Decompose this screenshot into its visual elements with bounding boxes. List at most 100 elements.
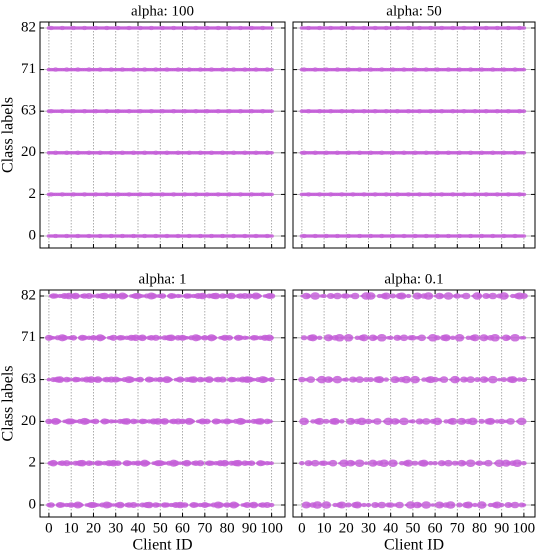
- point: [372, 335, 378, 340]
- point: [387, 335, 394, 340]
- x-tick-label: 20: [339, 520, 354, 536]
- point: [88, 461, 95, 466]
- point: [394, 419, 401, 424]
- point: [148, 377, 155, 383]
- x-tick-label: 40: [383, 520, 398, 536]
- point: [512, 459, 523, 467]
- point: [170, 293, 177, 299]
- point: [99, 335, 106, 341]
- point: [438, 293, 445, 299]
- point: [149, 293, 158, 299]
- point: [337, 501, 347, 509]
- point: [454, 334, 465, 342]
- point: [423, 461, 429, 465]
- point: [512, 377, 518, 382]
- point: [445, 501, 456, 509]
- point: [118, 461, 122, 465]
- point: [202, 294, 208, 298]
- point: [482, 503, 486, 507]
- point: [230, 377, 238, 383]
- x-tick-label: 30: [361, 520, 376, 536]
- point: [151, 334, 160, 341]
- point: [259, 460, 266, 466]
- point: [521, 192, 527, 197]
- point: [169, 378, 174, 381]
- point: [247, 460, 256, 466]
- axes-frame: [39, 21, 286, 249]
- point: [253, 503, 259, 507]
- point: [499, 292, 509, 300]
- point: [399, 334, 409, 342]
- y-axis-label: Class labels: [0, 366, 17, 442]
- axes-frame: [292, 21, 536, 249]
- point: [269, 461, 274, 465]
- point: [192, 420, 196, 423]
- point: [147, 461, 151, 465]
- point: [421, 501, 432, 509]
- point: [460, 336, 464, 340]
- point: [355, 376, 364, 383]
- point: [199, 377, 206, 382]
- axes-frame: [292, 289, 536, 518]
- point: [132, 419, 139, 424]
- x-tick-label: 10: [317, 520, 332, 536]
- point: [405, 501, 416, 509]
- point: [417, 334, 427, 342]
- y-axis-label: Class labels: [0, 97, 17, 173]
- point: [497, 377, 502, 382]
- point: [172, 460, 180, 466]
- point: [439, 376, 449, 383]
- point: [521, 26, 527, 30]
- point: [339, 419, 345, 424]
- point: [194, 335, 202, 341]
- point: [320, 460, 328, 466]
- point: [450, 335, 456, 340]
- point: [316, 335, 323, 340]
- point: [443, 292, 454, 300]
- point: [376, 334, 387, 342]
- point: [268, 502, 275, 508]
- point: [332, 375, 343, 384]
- point: [446, 336, 451, 340]
- point: [76, 502, 84, 508]
- point: [334, 334, 345, 342]
- point: [488, 292, 498, 300]
- point: [484, 459, 493, 467]
- point: [411, 460, 419, 466]
- point: [403, 459, 414, 467]
- x-tick-label: 80: [472, 520, 487, 536]
- point: [164, 419, 170, 424]
- point: [222, 293, 228, 299]
- point: [224, 461, 230, 465]
- point: [504, 294, 508, 298]
- point: [268, 293, 276, 299]
- point: [181, 502, 189, 508]
- point: [335, 419, 340, 424]
- point: [465, 459, 476, 467]
- point: [97, 377, 103, 382]
- point: [209, 377, 214, 382]
- point: [51, 503, 55, 507]
- point: [244, 336, 250, 340]
- point: [321, 293, 327, 299]
- point: [269, 192, 274, 197]
- point: [53, 461, 58, 465]
- point: [54, 418, 62, 424]
- point: [395, 501, 404, 509]
- point: [310, 292, 321, 300]
- point: [345, 502, 352, 508]
- point: [269, 151, 274, 155]
- point: [521, 151, 527, 155]
- y-tick-label: 20: [21, 413, 36, 429]
- point: [521, 336, 527, 340]
- point: [421, 418, 431, 425]
- subplot-title: alpha: 50: [386, 3, 441, 19]
- y-tick-label: 71: [21, 61, 36, 77]
- point: [343, 377, 350, 382]
- x-tick-label: 70: [197, 520, 212, 536]
- subplot-title: alpha: 1: [139, 271, 187, 287]
- point: [58, 420, 62, 423]
- point: [448, 417, 458, 425]
- point: [91, 294, 96, 298]
- point: [300, 335, 308, 341]
